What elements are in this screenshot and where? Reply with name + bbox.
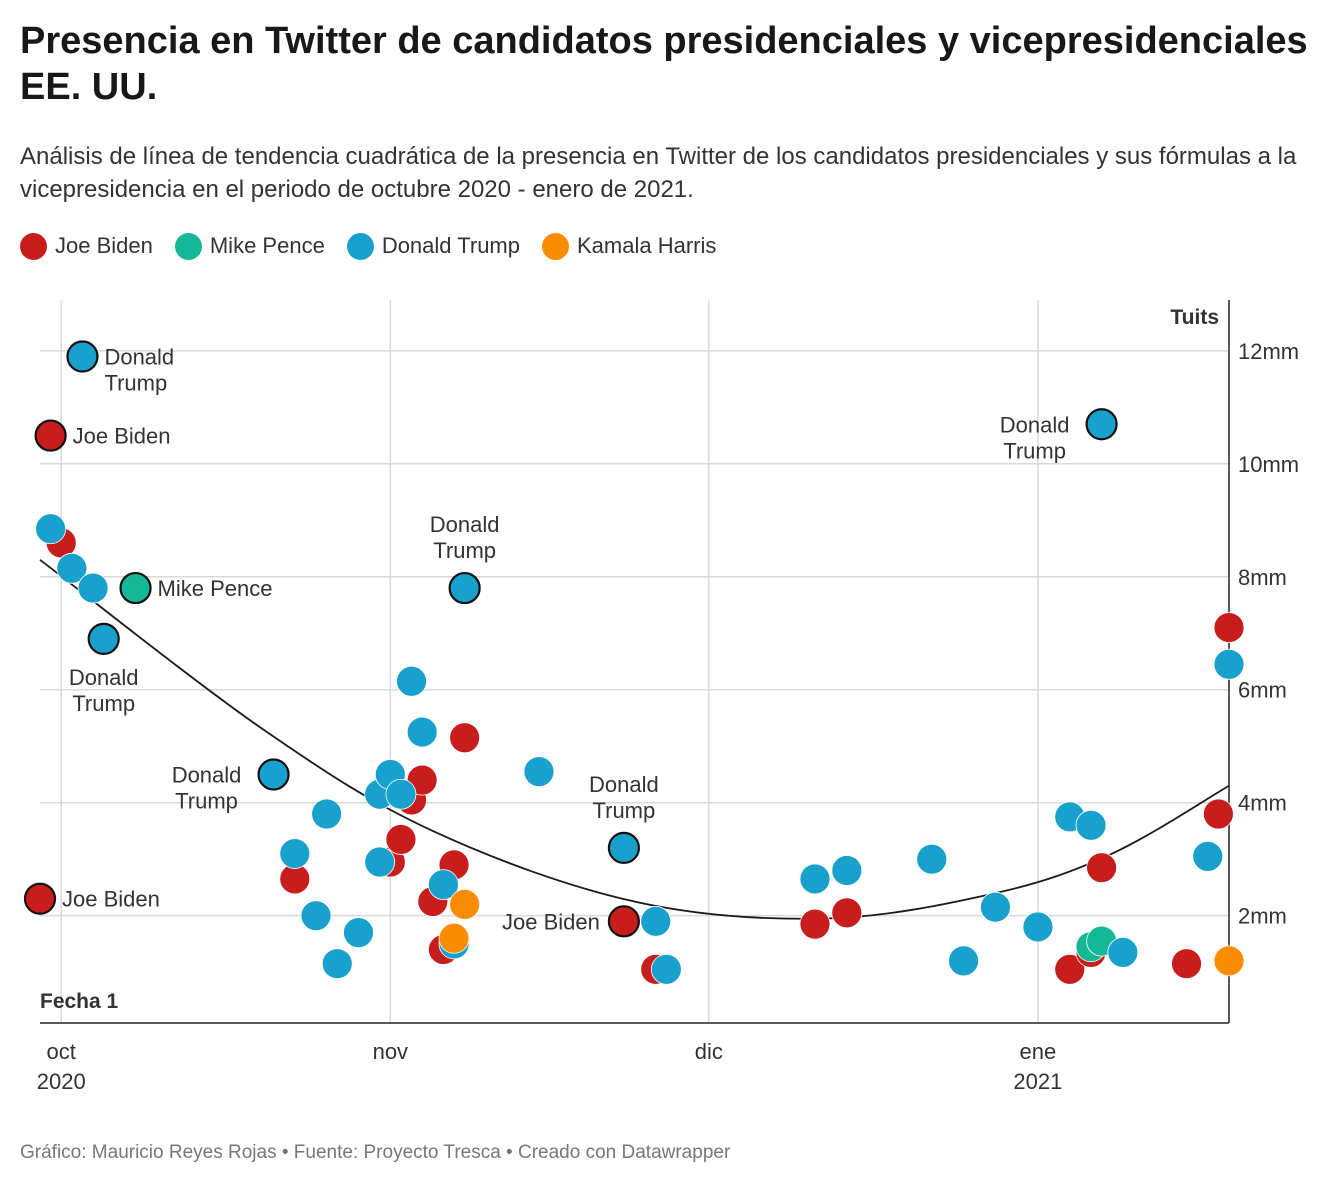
data-point	[1213, 612, 1245, 644]
legend-label: Mike Pence	[209, 233, 325, 258]
legend-item: Kamala Harris	[542, 232, 717, 260]
y-tick-label: 10mm	[1238, 452, 1299, 477]
data-point	[799, 863, 831, 895]
y-tick-label: 6mm	[1238, 678, 1287, 703]
data-point	[438, 922, 470, 954]
x-tick-year-label: 2020	[37, 1069, 86, 1094]
data-point	[428, 869, 459, 901]
point-label: Donald Trump	[1000, 412, 1070, 463]
data-point	[916, 843, 948, 875]
data-point	[799, 908, 831, 940]
legend-label: Donald Trump	[381, 233, 520, 258]
data-point	[980, 891, 1011, 923]
data-point	[66, 340, 99, 373]
y-tick-label: 4mm	[1238, 791, 1287, 816]
x-tick-label: ene	[1020, 1039, 1057, 1064]
point-label: Joe Biden	[62, 887, 160, 912]
legend: Joe Biden Mike Pence Donald Trump Kamala Ha…	[20, 230, 716, 262]
x-tick-label: dic	[695, 1039, 723, 1064]
data-point	[406, 716, 438, 748]
legend-swatch	[174, 232, 202, 260]
legend-swatch	[542, 232, 569, 260]
data-point	[831, 855, 863, 886]
point-label: Mike Pence	[158, 576, 273, 601]
data-point	[640, 905, 672, 937]
data-point	[364, 846, 396, 878]
data-point	[1171, 948, 1202, 980]
chart-footer: Gráfico: Mauricio Reyes Rojas • Fuente: …	[20, 1142, 731, 1163]
data-point	[56, 552, 88, 584]
y-tick-label: 2mm	[1238, 904, 1287, 929]
data-point	[385, 778, 417, 810]
data-point	[119, 571, 152, 605]
point-label: Donald Trump	[104, 344, 174, 395]
point-label: Donald Trump	[172, 762, 242, 813]
data-point	[1054, 953, 1086, 985]
data-point	[300, 900, 332, 932]
legend-label: Kamala Harris	[577, 233, 717, 258]
data-point	[607, 831, 640, 864]
data-point	[77, 572, 109, 604]
data-point	[311, 798, 343, 830]
data-point	[650, 953, 682, 985]
x-tick-label: nov	[373, 1039, 408, 1064]
x-axis-title: Fecha 1	[40, 990, 119, 1013]
data-point	[449, 722, 481, 754]
point-label: Donald Trump	[69, 665, 139, 716]
legend-item: Joe Biden	[20, 232, 153, 260]
data-point	[34, 419, 67, 452]
point-label: Donald Trump	[589, 772, 659, 823]
data-point	[1213, 945, 1245, 977]
x-tick-year-label: 2021	[1013, 1069, 1062, 1094]
legend-swatch	[20, 232, 47, 260]
data-point	[1075, 809, 1107, 841]
data-point	[321, 948, 353, 980]
data-point	[279, 838, 311, 869]
data-point	[948, 945, 979, 977]
trend-line	[39, 559, 1230, 920]
legend-item: Donald Trump	[346, 232, 520, 260]
legend-item: Mike Pence	[174, 232, 325, 260]
point-label: Joe Biden	[73, 424, 171, 449]
chart-subtitle: Análisis de línea de tendencia cuadrátic…	[20, 143, 1297, 203]
data-point	[1202, 798, 1234, 830]
point-label: Joe Biden	[502, 909, 600, 934]
legend-swatch	[346, 232, 374, 260]
data-point	[523, 756, 555, 788]
y-axis-title: Tuits	[1170, 306, 1219, 329]
data-point	[343, 917, 374, 949]
data-point	[1192, 840, 1224, 872]
point-label: Donald Trump	[430, 512, 500, 563]
data-point	[449, 888, 481, 920]
data-point	[1086, 852, 1118, 884]
x-tick-label: oct	[47, 1039, 76, 1064]
data-point	[1213, 648, 1245, 680]
data-point	[831, 897, 863, 929]
data-point	[385, 824, 417, 855]
data-point	[1085, 408, 1118, 441]
data-point	[35, 513, 67, 545]
data-point	[1022, 911, 1054, 943]
data-point	[257, 758, 290, 791]
y-tick-label: 8mm	[1238, 565, 1287, 590]
data-point	[396, 665, 427, 697]
data-point	[23, 882, 57, 915]
scatter-chart: 2mm 4mm 6mm 8mm 10mm 12mm oct 2020 nov dic ene 2021…	[23, 300, 1299, 1094]
chart-title: Presencia en Twitter de candidatos presi…	[20, 20, 1308, 108]
legend-label: Joe Biden	[55, 233, 153, 258]
data-point	[448, 571, 481, 605]
data-point	[1107, 936, 1139, 968]
data-point	[87, 622, 120, 656]
y-tick-label: 12mm	[1238, 339, 1299, 364]
data-point	[607, 905, 640, 938]
